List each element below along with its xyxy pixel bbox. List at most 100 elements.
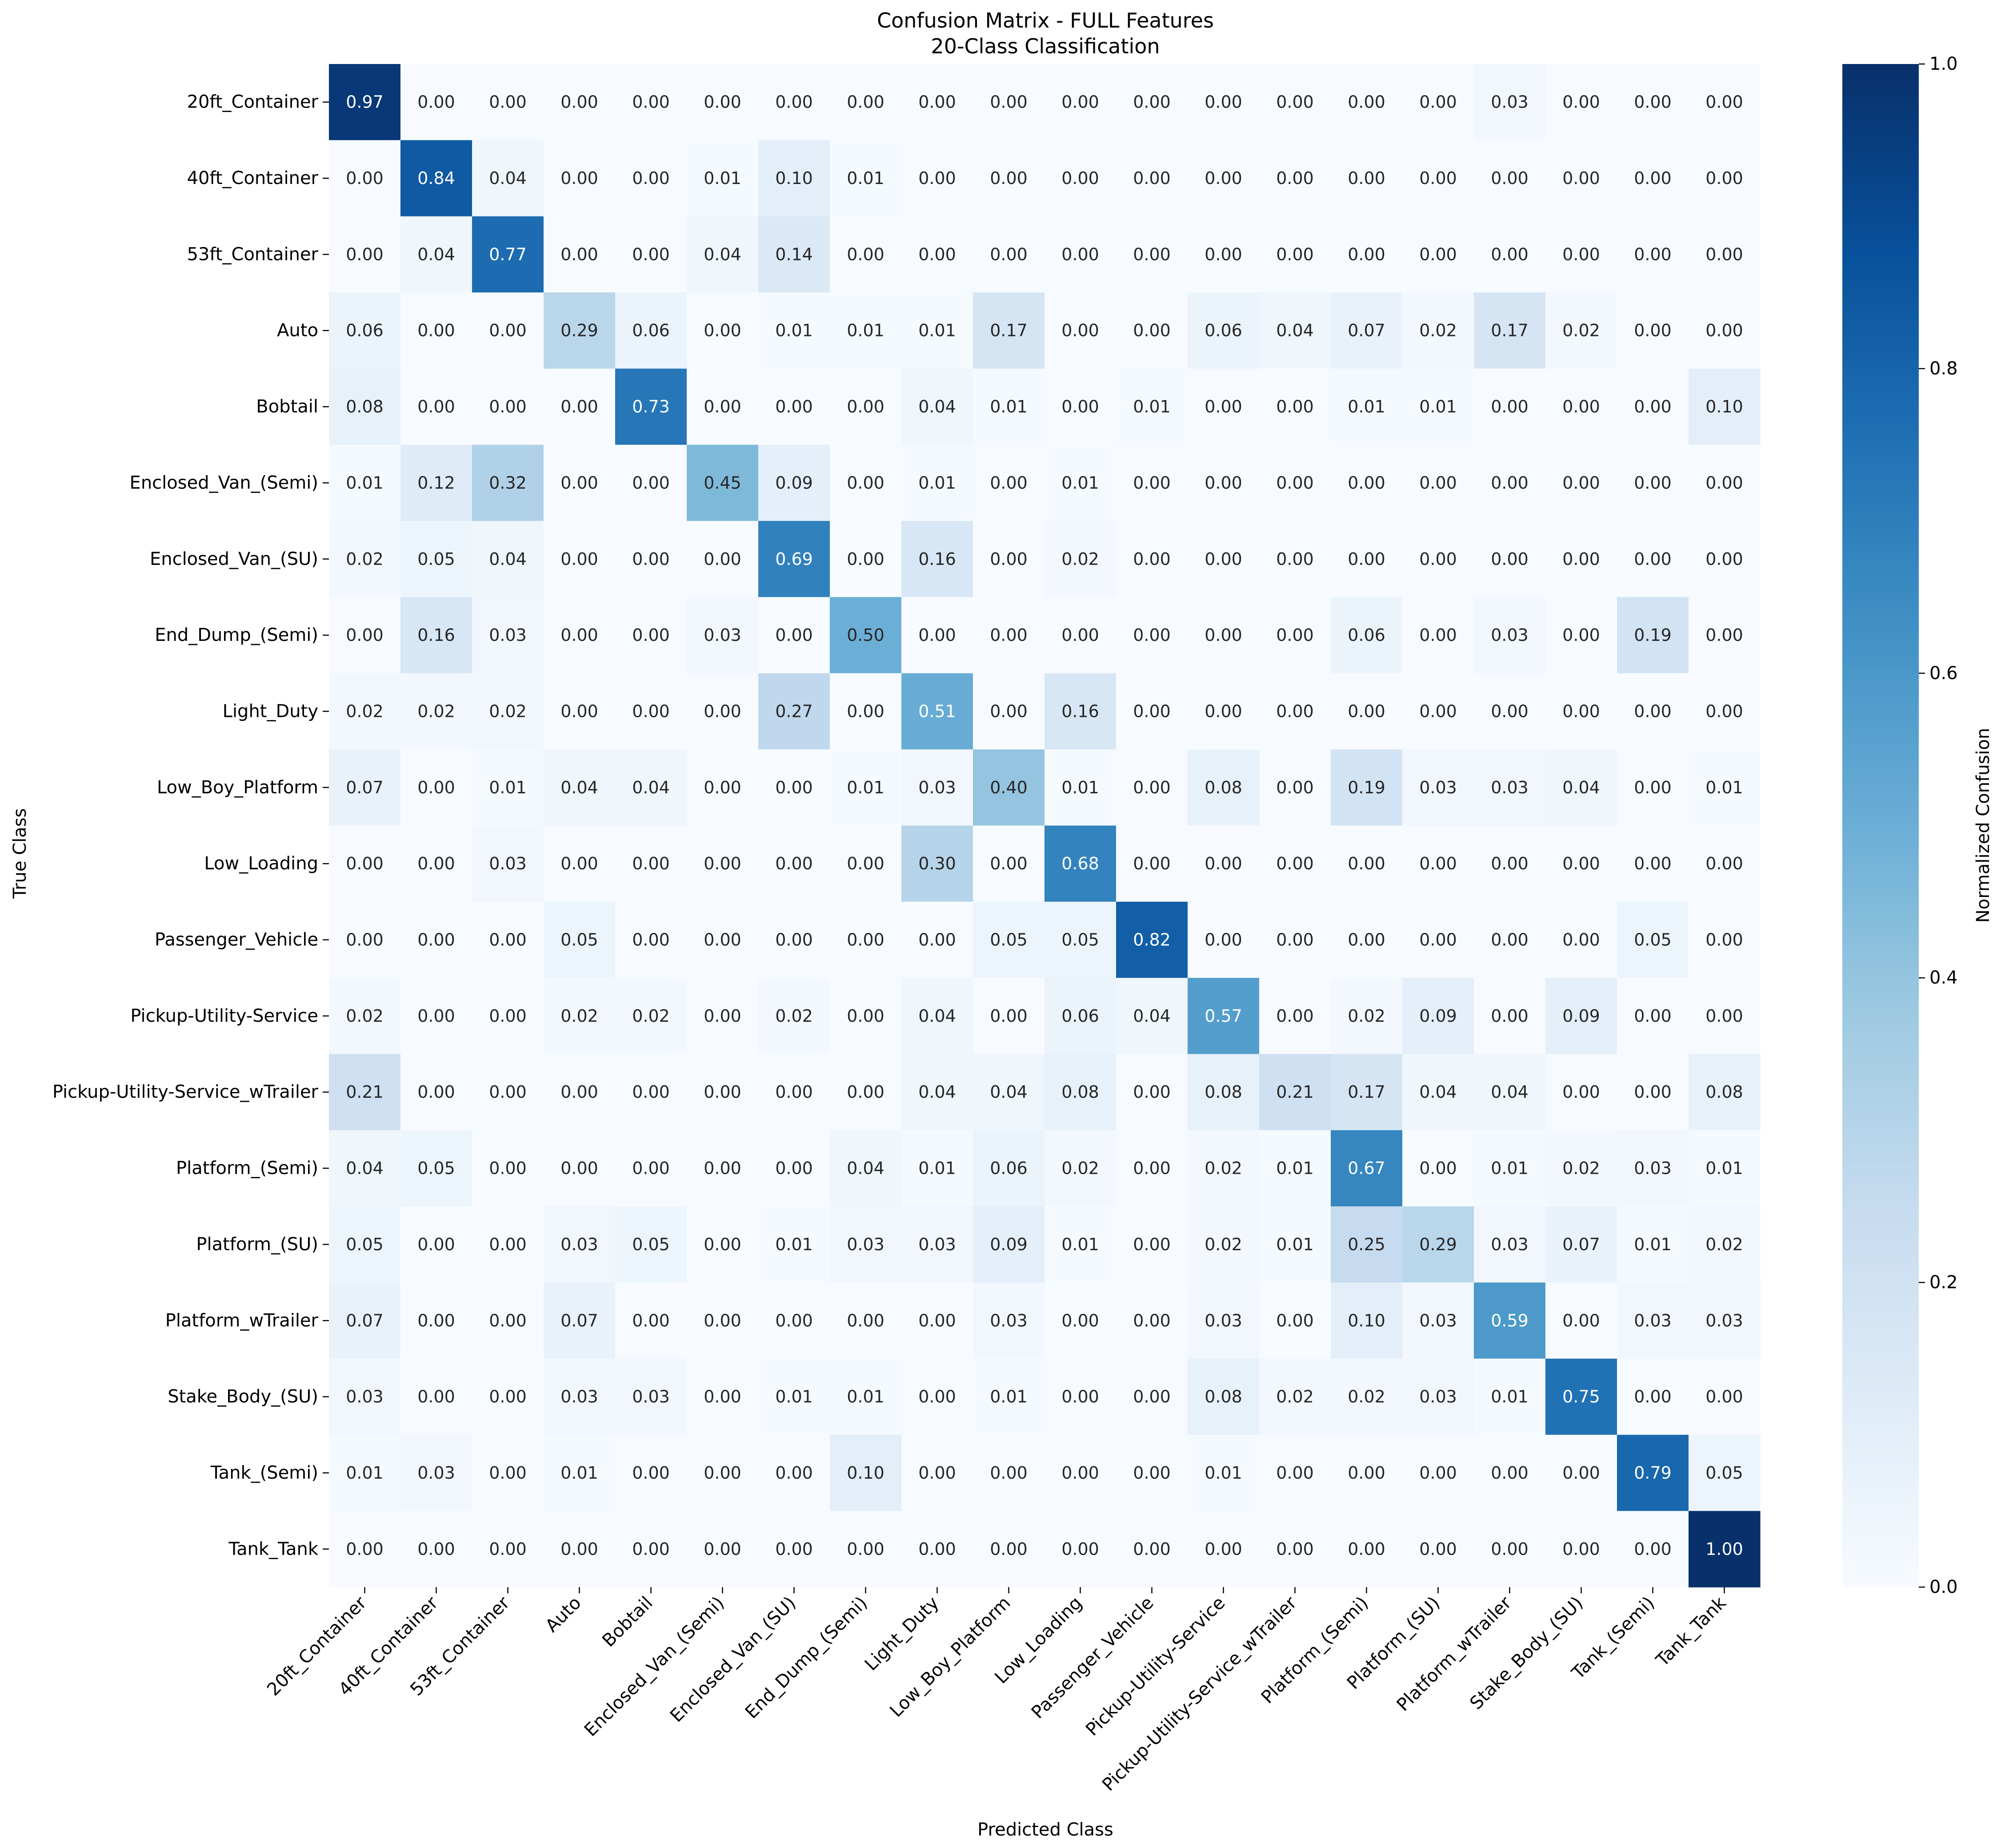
heatmap-cell xyxy=(544,444,616,521)
heatmap-cell xyxy=(687,216,759,293)
cell-value-label: 0.03 xyxy=(1634,1311,1672,1330)
cell-value-label: 0.01 xyxy=(346,1463,384,1483)
y-tick-label: Tank_(Semi) xyxy=(210,1463,318,1483)
cell-value-label: 0.00 xyxy=(1133,549,1171,569)
cell-value-label: 0.00 xyxy=(489,1463,527,1483)
cell-value-label: 0.01 xyxy=(847,321,884,340)
heatmap-cell xyxy=(1617,1358,1689,1435)
colorbar-tick-label: 1.0 xyxy=(1929,54,1958,74)
cell-value-label: 0.00 xyxy=(417,778,455,797)
heatmap-cell xyxy=(1116,1282,1188,1359)
cell-value-label: 0.14 xyxy=(775,244,813,264)
heatmap-cell xyxy=(472,1358,544,1435)
heatmap-cell xyxy=(329,825,401,902)
heatmap-cell xyxy=(1545,1054,1617,1131)
cell-value-label: 0.00 xyxy=(1205,701,1242,721)
cell-value-label: 0.03 xyxy=(1491,625,1529,645)
cell-value-label: 0.00 xyxy=(1634,473,1672,492)
heatmap-cell xyxy=(472,1054,544,1131)
cell-value-label: 0.05 xyxy=(1061,930,1099,950)
heatmap-cell xyxy=(400,1282,472,1359)
heatmap-cell xyxy=(830,597,902,674)
cell-value-label: 0.08 xyxy=(1705,1082,1743,1102)
heatmap-cell xyxy=(472,444,544,521)
cell-value-label: 0.05 xyxy=(417,1159,455,1178)
heatmap-cell xyxy=(830,292,902,369)
heatmap-cell xyxy=(1116,292,1188,369)
heatmap-cell xyxy=(472,597,544,674)
cell-value-label: 0.00 xyxy=(1348,549,1385,569)
heatmap-cell xyxy=(901,825,973,902)
heatmap-cell xyxy=(687,292,759,369)
heatmap-cell xyxy=(1402,1206,1474,1283)
heatmap-cell xyxy=(329,64,401,140)
cell-value-label: 0.01 xyxy=(918,1159,956,1178)
cell-value-label: 0.00 xyxy=(1276,1311,1314,1330)
cell-value-label: 0.00 xyxy=(704,1006,741,1026)
heatmap-cell xyxy=(1188,216,1260,293)
heatmap-cell xyxy=(1474,978,1546,1055)
cell-value-label: 0.00 xyxy=(417,1311,455,1330)
cell-value-label: 0.00 xyxy=(1061,321,1099,340)
heatmap-cell xyxy=(1545,978,1617,1055)
heatmap-cell xyxy=(1045,140,1117,217)
heatmap-cell xyxy=(1259,521,1331,598)
cell-value-label: 0.00 xyxy=(632,473,670,492)
heatmap-cell xyxy=(615,140,687,217)
cell-value-label: 0.00 xyxy=(1705,168,1743,188)
cell-value-label: 0.00 xyxy=(1276,244,1314,264)
heatmap-cell xyxy=(1474,1130,1546,1207)
heatmap-cell xyxy=(472,673,544,750)
cell-value-label: 0.04 xyxy=(847,1159,884,1178)
heatmap-cell xyxy=(1045,978,1117,1055)
cell-value-label: 0.01 xyxy=(775,1387,813,1407)
y-tick-label: Stake_Body_(SU) xyxy=(168,1387,318,1407)
heatmap-cell xyxy=(544,825,616,902)
heatmap-cell xyxy=(1045,1054,1117,1131)
heatmap-cell xyxy=(1617,368,1689,445)
cell-value-label: 0.00 xyxy=(560,549,598,569)
heatmap-cell xyxy=(329,140,401,217)
heatmap-cell xyxy=(973,140,1045,217)
cell-value-label: 0.00 xyxy=(1634,701,1672,721)
heatmap-cell xyxy=(830,1358,902,1435)
cell-value-label: 0.00 xyxy=(1634,92,1672,112)
cell-value-label: 0.03 xyxy=(1491,92,1529,112)
heatmap-cell xyxy=(973,292,1045,369)
heatmap-cell xyxy=(1259,825,1331,902)
heatmap-cell xyxy=(1545,1130,1617,1207)
cell-value-label: 0.00 xyxy=(489,1387,527,1407)
heatmap-cell xyxy=(329,673,401,750)
heatmap-cell xyxy=(615,1511,687,1588)
cell-value-label: 0.02 xyxy=(1348,1006,1385,1026)
heatmap-cell xyxy=(1331,292,1403,369)
y-axis-ticks: 20ft_Container 40ft_Container 53ft_Contain… xyxy=(52,92,329,1559)
heatmap-cell xyxy=(1188,1206,1260,1283)
cell-value-label: 0.00 xyxy=(704,778,741,797)
heatmap-cell xyxy=(687,1435,759,1512)
cell-value-label: 0.16 xyxy=(918,549,956,569)
cell-value-label: 0.02 xyxy=(1348,1387,1385,1407)
heatmap-cell xyxy=(901,673,973,750)
cell-value-label: 0.00 xyxy=(1276,701,1314,721)
heatmap-cell xyxy=(1689,444,1761,521)
heatmap-cell xyxy=(1402,64,1474,140)
cell-value-label: 0.00 xyxy=(704,1463,741,1483)
heatmap-cell xyxy=(1402,521,1474,598)
heatmap-cell xyxy=(544,64,616,140)
heatmap-cell xyxy=(758,1282,830,1359)
cell-value-label: 0.00 xyxy=(1419,1159,1457,1178)
cell-value-label: 0.04 xyxy=(990,1082,1028,1102)
x-axis-label: Predicted Class xyxy=(977,1820,1113,1840)
cell-value-label: 0.04 xyxy=(918,1082,956,1102)
cell-value-label: 0.00 xyxy=(1562,244,1600,264)
heatmap-cell xyxy=(544,597,616,674)
cell-value-label: 0.04 xyxy=(1562,778,1600,797)
cell-value-label: 0.00 xyxy=(847,930,884,950)
heatmap-cell xyxy=(830,444,902,521)
cell-value-label: 0.08 xyxy=(346,397,384,416)
cell-value-label: 0.00 xyxy=(704,930,741,950)
heatmap-cell xyxy=(1617,444,1689,521)
heatmap-cell xyxy=(1188,64,1260,140)
cell-value-label: 0.00 xyxy=(1348,1539,1385,1559)
